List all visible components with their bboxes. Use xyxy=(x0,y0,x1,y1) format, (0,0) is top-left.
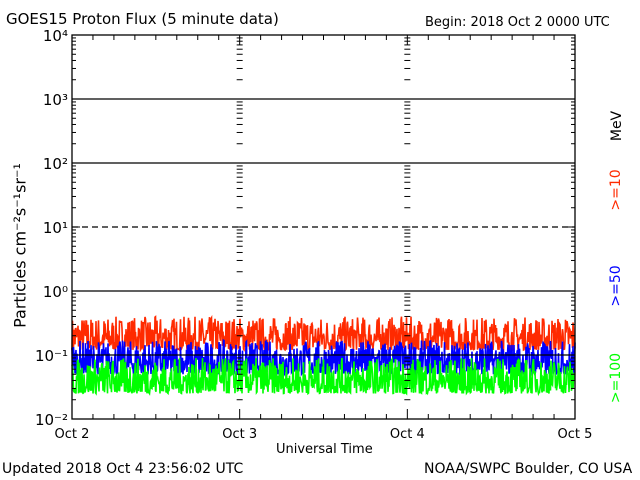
begin-time: Begin: 2018 Oct 2 0000 UTC xyxy=(425,15,610,30)
y-tick-label: 10⁻² xyxy=(35,411,68,429)
y-tick-label: 10¹ xyxy=(43,219,68,237)
x-tick-label: Oct 4 xyxy=(390,427,425,442)
y-tick-label: 10⁴ xyxy=(43,27,68,45)
x-tick-label: Oct 2 xyxy=(55,427,90,442)
chart-title: GOES15 Proton Flux (5 minute data) xyxy=(6,10,279,28)
y-tick-label: 10³ xyxy=(43,91,68,109)
legend-gte100: >=100 xyxy=(608,352,624,404)
x-tick-label: Oct 3 xyxy=(222,427,257,442)
units-label: MeV xyxy=(609,110,625,142)
y-axis-label: Particles cm⁻²s⁻¹sr⁻¹ xyxy=(11,136,30,356)
y-tick-label: 10⁻¹ xyxy=(35,347,68,365)
x-tick-label: Oct 5 xyxy=(558,427,593,442)
y-tick-label: 10⁰ xyxy=(43,283,68,301)
x-axis-label: Universal Time xyxy=(276,442,373,457)
series-line-gte100 xyxy=(71,356,576,397)
updated-time: Updated 2018 Oct 4 23:56:02 UTC xyxy=(2,461,244,477)
y-axis-label-text: Particles cm⁻²s⁻¹sr⁻¹ xyxy=(10,163,30,328)
legend-gte10: >=10 xyxy=(608,169,624,211)
legend-gte50: >=50 xyxy=(608,265,624,307)
series-line-gte10 xyxy=(71,314,576,353)
y-tick-label: 10² xyxy=(43,155,68,173)
source-credit: NOAA/SWPC Boulder, CO USA xyxy=(424,461,633,477)
